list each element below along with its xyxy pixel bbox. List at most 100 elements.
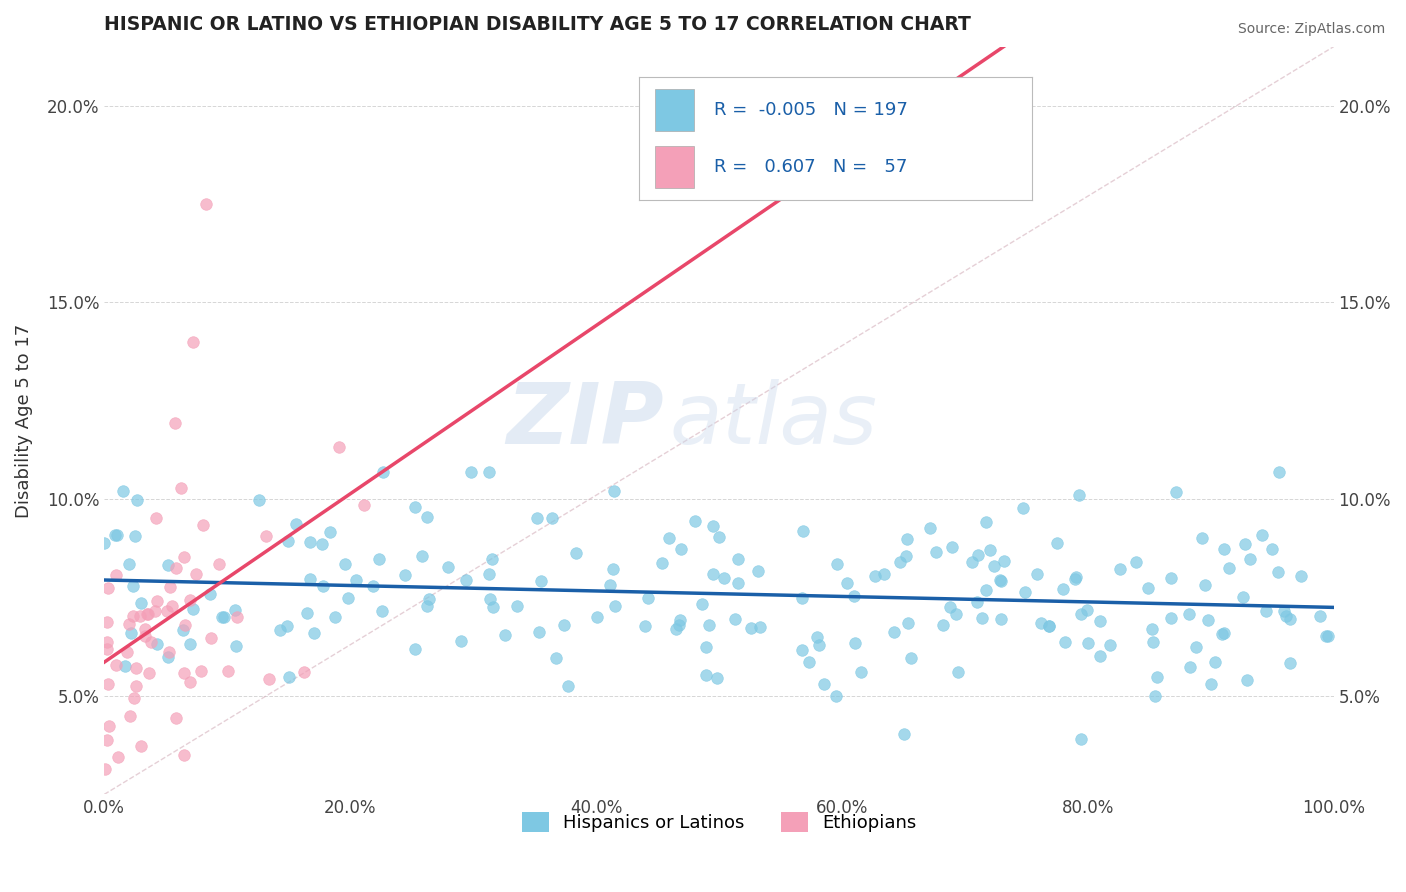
Point: [668, 618, 690, 632]
Point: [257, 672, 280, 686]
Point: [118, 709, 141, 723]
Point: [925, 545, 948, 559]
Point: [450, 634, 472, 648]
Text: Source: ZipAtlas.com: Source: ZipAtlas.com: [1237, 22, 1385, 37]
Point: [1146, 670, 1168, 684]
Point: [1279, 612, 1302, 626]
Point: [190, 664, 212, 678]
Point: [983, 559, 1005, 574]
Point: [481, 552, 503, 566]
Point: [145, 604, 167, 618]
Point: [111, 483, 134, 498]
Point: [1211, 626, 1233, 640]
Point: [972, 611, 994, 625]
Point: [200, 632, 222, 646]
Point: [138, 665, 160, 680]
Point: [174, 618, 197, 632]
Point: [960, 556, 983, 570]
Point: [1178, 607, 1201, 621]
Point: [1066, 570, 1088, 584]
Point: [637, 591, 659, 606]
Point: [269, 624, 291, 638]
Point: [1236, 673, 1258, 687]
Point: [1267, 565, 1289, 579]
Point: [1234, 537, 1257, 551]
Point: [1213, 626, 1236, 640]
Point: [747, 564, 769, 578]
Point: [702, 566, 724, 581]
Point: [1136, 581, 1159, 595]
Point: [724, 612, 747, 626]
Point: [1140, 623, 1163, 637]
Point: [136, 607, 159, 622]
Point: [312, 579, 335, 593]
Point: [1070, 732, 1092, 747]
Point: [1142, 635, 1164, 649]
Point: [946, 665, 969, 679]
Point: [179, 636, 201, 650]
Point: [337, 591, 360, 606]
Point: [122, 579, 145, 593]
Point: [790, 591, 813, 605]
Point: [541, 510, 564, 524]
Point: [1268, 465, 1291, 479]
Point: [118, 557, 141, 571]
Point: [941, 540, 963, 554]
Point: [603, 599, 626, 613]
Point: [145, 637, 167, 651]
Point: [211, 610, 233, 624]
Point: [127, 493, 149, 508]
Point: [323, 609, 346, 624]
Point: [945, 607, 967, 621]
Point: [974, 515, 997, 529]
Point: [226, 610, 249, 624]
Point: [117, 617, 139, 632]
Point: [1063, 572, 1085, 586]
Point: [709, 530, 731, 544]
Point: [1070, 607, 1092, 621]
Point: [974, 582, 997, 597]
Point: [894, 549, 917, 564]
Point: [825, 689, 848, 703]
Point: [404, 500, 426, 514]
Point: [184, 567, 207, 582]
Point: [415, 599, 437, 613]
Point: [145, 511, 167, 525]
Point: [120, 626, 142, 640]
Point: [96, 635, 118, 649]
Point: [411, 549, 433, 563]
Point: [1275, 609, 1298, 624]
Point: [727, 552, 749, 566]
Point: [827, 557, 849, 571]
Point: [669, 541, 692, 556]
Point: [668, 613, 690, 627]
Point: [792, 643, 814, 657]
Point: [494, 628, 516, 642]
Point: [298, 535, 321, 549]
Point: [460, 465, 482, 479]
Point: [115, 645, 138, 659]
Point: [893, 727, 915, 741]
Point: [482, 599, 505, 614]
Point: [129, 596, 152, 610]
Point: [1088, 614, 1111, 628]
Point: [993, 554, 1015, 568]
Point: [277, 534, 299, 549]
Point: [695, 668, 717, 682]
Point: [990, 574, 1012, 588]
Point: [165, 561, 187, 575]
Point: [799, 655, 821, 669]
Point: [163, 416, 186, 430]
Point: [478, 465, 501, 479]
Point: [173, 549, 195, 564]
Point: [93, 535, 115, 549]
Point: [416, 510, 439, 524]
Point: [479, 592, 502, 607]
Point: [690, 597, 713, 611]
Point: [311, 537, 333, 551]
Point: [170, 481, 193, 495]
Point: [193, 518, 215, 533]
Point: [96, 732, 118, 747]
Point: [128, 608, 150, 623]
Point: [370, 604, 392, 618]
